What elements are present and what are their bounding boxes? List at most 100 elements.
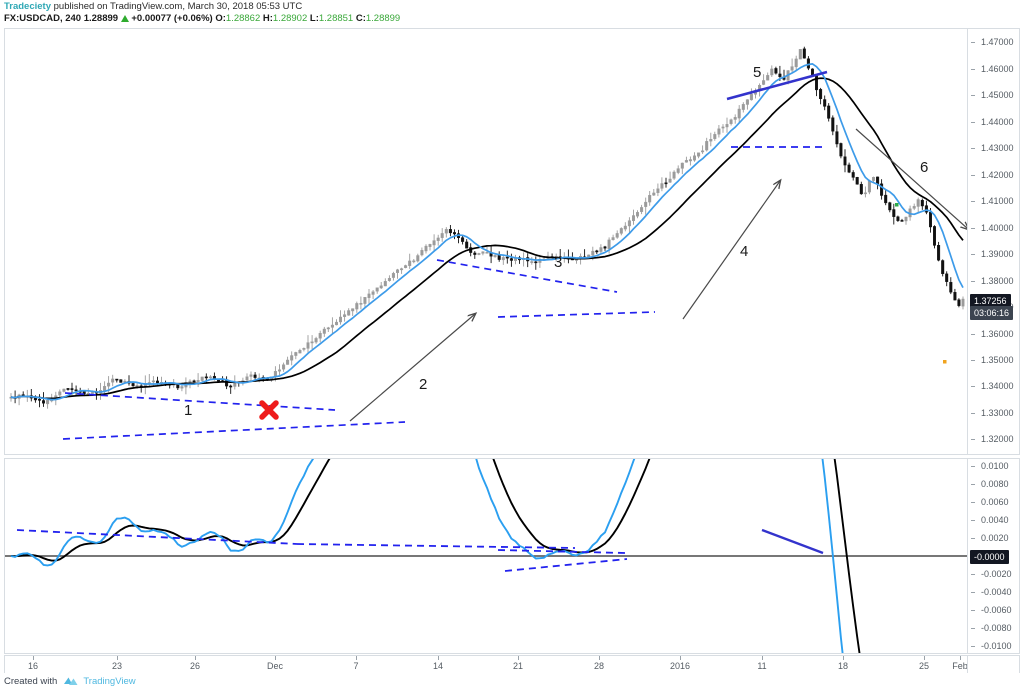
trendline-3-lower bbox=[497, 311, 656, 318]
price-axis-label: 1.47000 bbox=[981, 37, 1014, 48]
time-tick bbox=[356, 656, 357, 660]
indicator-axis-label: 0.0020 bbox=[981, 533, 1009, 544]
wave-label-3: 3 bbox=[554, 254, 563, 271]
buy-signal-dot bbox=[895, 203, 899, 207]
indicator-scale[interactable]: 0.0100 0.0080 0.0060 0.0040 0.0020 -0.0020 -0.… bbox=[967, 459, 1020, 653]
time-axis-separator bbox=[967, 656, 968, 673]
price-change: +0.00077 (+0.06%) bbox=[131, 13, 213, 24]
price-tick bbox=[971, 254, 975, 256]
time-axis-label: 2016 bbox=[669, 661, 691, 671]
macd-slow-line bbox=[10, 459, 861, 653]
chart-footer: Created with TradingView bbox=[4, 672, 1020, 690]
price-axis-label: 1.32000 bbox=[981, 434, 1014, 445]
trendline-1-upper bbox=[64, 392, 336, 411]
price-tick bbox=[971, 121, 975, 123]
tradingview-link[interactable]: TradingView bbox=[83, 675, 136, 687]
tradingview-cloud-icon bbox=[63, 676, 79, 686]
price-tick bbox=[971, 148, 975, 150]
ind-trendline-1b bbox=[296, 543, 576, 549]
time-axis-label: 26 bbox=[189, 661, 201, 671]
macd-fast-line bbox=[10, 459, 844, 653]
trendline-1-lower bbox=[62, 421, 406, 440]
close-value: 1.28899 bbox=[365, 13, 401, 24]
indicator-axis-label: 0.0060 bbox=[981, 497, 1009, 508]
last-price: 1.28899 bbox=[83, 13, 119, 24]
price-axis-label: 1.35000 bbox=[981, 354, 1014, 365]
time-tick bbox=[518, 656, 519, 660]
trendline-3-upper bbox=[436, 259, 618, 293]
time-tick bbox=[275, 656, 276, 660]
price-plot-area[interactable]: 1 2 3 4 5 6 bbox=[5, 29, 967, 454]
indicator-axis-label: 0.0040 bbox=[981, 515, 1009, 526]
candlestick-series bbox=[9, 46, 965, 409]
time-scale-labels: 16 23 26 Dec 7 14 21 28 2016 11 18 25 Feb bbox=[5, 656, 968, 674]
divergence-trendline-indicator bbox=[761, 528, 824, 555]
time-tick bbox=[117, 656, 118, 660]
price-axis-label: 1.33000 bbox=[981, 407, 1014, 418]
time-axis-label: Dec bbox=[266, 661, 284, 671]
arrow-up-wave-2 bbox=[349, 314, 475, 422]
high-value: 1.28902 bbox=[272, 13, 308, 24]
indicator-plot-area[interactable] bbox=[5, 459, 967, 653]
indicator-axis-label: 0.0080 bbox=[981, 479, 1009, 490]
price-tick bbox=[971, 201, 975, 203]
time-tick bbox=[680, 656, 681, 660]
arrow-up-wave-4 bbox=[682, 181, 780, 320]
indicator-tick bbox=[971, 609, 975, 611]
price-tick bbox=[971, 280, 975, 282]
price-tick bbox=[971, 95, 975, 97]
price-axis-label: 1.36000 bbox=[981, 328, 1014, 339]
indicator-tick bbox=[971, 502, 975, 504]
time-axis[interactable]: 16 23 26 Dec 7 14 21 28 2016 11 18 25 Feb bbox=[4, 655, 1020, 673]
price-series-svg bbox=[9, 46, 967, 440]
indicator-series-svg bbox=[5, 459, 967, 653]
time-axis-label: 7 bbox=[353, 661, 359, 671]
time-axis-label: 14 bbox=[432, 661, 444, 671]
created-with-label: Created with bbox=[4, 675, 58, 687]
low-value: 1.28851 bbox=[318, 13, 354, 24]
wave-label-6: 6 bbox=[920, 159, 929, 176]
price-axis-separator bbox=[967, 29, 968, 454]
time-axis-label: 18 bbox=[837, 661, 849, 671]
price-tick bbox=[971, 412, 975, 414]
indicator-axis-label: -0.0040 bbox=[981, 586, 1012, 597]
symbol-label[interactable]: FX:USDCAD, 240 bbox=[4, 13, 82, 24]
fast-moving-average-line bbox=[10, 63, 964, 401]
high-label: H: bbox=[262, 13, 273, 24]
price-panel[interactable]: 1 2 3 4 5 6 1.47000 1.46000 1.45000 1.44000… bbox=[4, 28, 1020, 455]
indicator-tick bbox=[971, 484, 975, 486]
indicator-tick bbox=[971, 627, 975, 629]
up-triangle-icon bbox=[120, 15, 129, 22]
time-tick bbox=[843, 656, 844, 660]
bar-countdown-badge: 03:06:16 bbox=[970, 306, 1014, 321]
alert-signal-dot bbox=[943, 360, 947, 364]
price-axis-label: 1.41000 bbox=[981, 196, 1014, 207]
indicator-tick bbox=[971, 573, 975, 575]
price-tick bbox=[971, 386, 975, 388]
price-axis-label: 1.46000 bbox=[981, 63, 1014, 74]
wave-label-1: 1 bbox=[184, 402, 193, 419]
macd-indicator-panel[interactable]: 0.0100 0.0080 0.0060 0.0040 0.0020 -0.0020 -0.… bbox=[4, 458, 1020, 654]
price-axis-label: 1.40000 bbox=[981, 222, 1014, 233]
low-label: L: bbox=[309, 13, 319, 24]
indicator-axis-label: -0.0100 bbox=[981, 640, 1012, 651]
wave-label-2: 2 bbox=[419, 376, 428, 393]
time-tick bbox=[195, 656, 196, 660]
time-tick bbox=[960, 656, 961, 660]
time-tick bbox=[33, 656, 34, 660]
indicator-axis-label: 0.0100 bbox=[981, 461, 1009, 472]
price-axis-label: 1.34000 bbox=[981, 381, 1014, 392]
time-axis-label: Feb bbox=[952, 661, 968, 671]
wave-label-5: 5 bbox=[753, 64, 762, 81]
header-attribution-line: Tradeciety published on TradingView.com,… bbox=[4, 1, 302, 12]
price-scale[interactable]: 1.47000 1.46000 1.45000 1.44000 1.43000 1.420… bbox=[967, 29, 1020, 454]
price-axis-label: 1.45000 bbox=[981, 90, 1014, 101]
chart-header: Tradeciety published on TradingView.com,… bbox=[0, 0, 1024, 26]
time-axis-label: 25 bbox=[918, 661, 930, 671]
indicator-tick bbox=[971, 538, 975, 540]
open-value: 1.28862 bbox=[225, 13, 261, 24]
price-axis-label: 1.42000 bbox=[981, 169, 1014, 180]
indicator-axis-label: -0.0060 bbox=[981, 604, 1012, 615]
indicator-tick bbox=[971, 591, 975, 593]
